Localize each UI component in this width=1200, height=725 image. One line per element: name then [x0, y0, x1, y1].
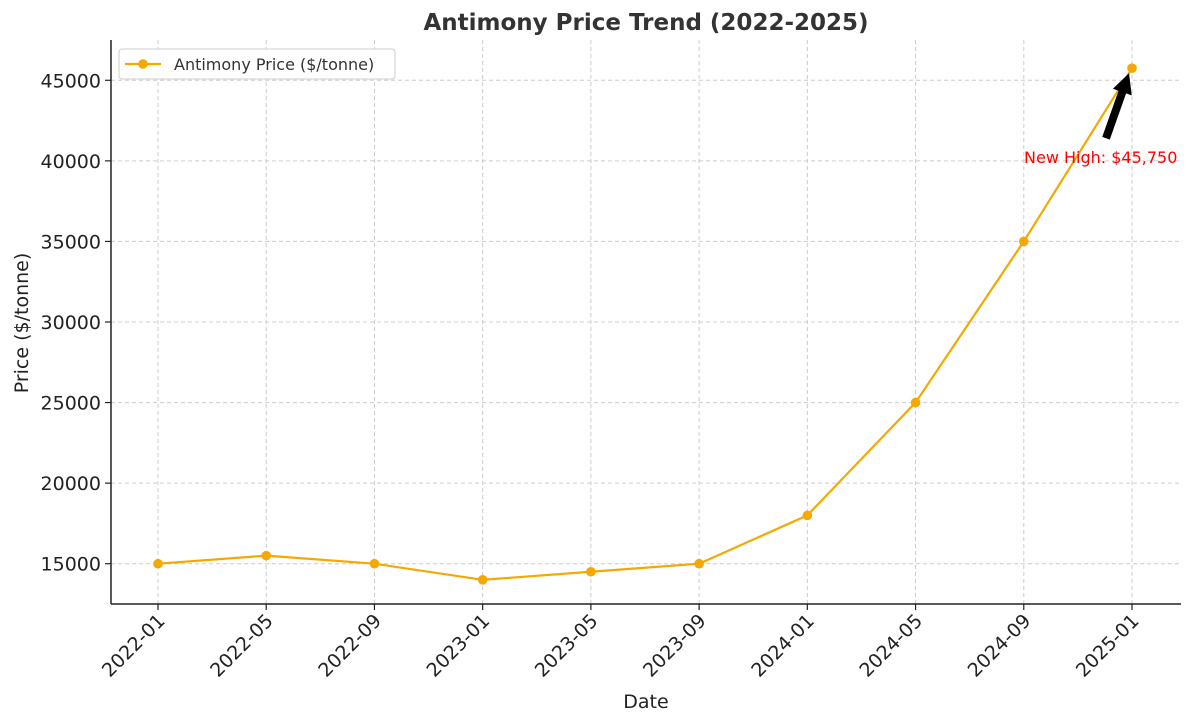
x-tick-label: 2023-05 — [531, 610, 603, 682]
x-tick-label: 2023-01 — [423, 610, 495, 682]
x-tick-label: 2023-09 — [639, 610, 711, 682]
data-point — [910, 397, 921, 408]
annotation-text: New High: $45,750 — [1024, 148, 1177, 167]
legend-marker-swatch — [138, 59, 148, 69]
data-point — [802, 510, 813, 521]
x-tick-label: 2022-09 — [314, 610, 386, 682]
x-tick-label: 2024-01 — [747, 610, 819, 682]
grid — [111, 40, 1181, 604]
data-point — [1127, 63, 1137, 73]
x-tick-label: 2022-01 — [98, 610, 170, 682]
legend-box — [118, 48, 396, 80]
chart-title: Antimony Price Trend (2022-2025) — [423, 10, 868, 36]
y-tick-label: 35000 — [41, 231, 101, 253]
data-point — [1018, 236, 1029, 247]
y-tick-label: 30000 — [41, 312, 101, 334]
x-tick-label: 2022-05 — [206, 610, 278, 682]
axes: 15000 20000 25000 30000 35000 40000 45000 2022-… — [41, 40, 1181, 682]
y-tick-label: 40000 — [41, 151, 101, 173]
x-tick-label: 2024-05 — [855, 610, 927, 682]
annotation-arrow — [1102, 73, 1132, 140]
series-layer — [153, 63, 1137, 585]
y-tick-label: 25000 — [41, 393, 101, 415]
data-point — [694, 558, 704, 569]
y-tick-label: 20000 — [41, 473, 101, 495]
x-tick-label: 2024-09 — [964, 610, 1036, 682]
annotation-layer: New High: $45,750 — [1024, 73, 1177, 167]
y-tick-label: 15000 — [41, 554, 101, 576]
legend-entry-label: Antimony Price ($/tonne) — [174, 55, 374, 74]
series-line — [157, 67, 1133, 581]
data-point — [586, 566, 596, 577]
x-axis-label: Date — [623, 691, 668, 713]
data-point — [261, 550, 272, 561]
data-point — [369, 558, 380, 569]
data-point — [153, 558, 163, 569]
y-axis-label: Price ($/tonne) — [11, 253, 33, 394]
x-tick-label: 2025-01 — [1072, 610, 1144, 682]
legend: Antimony Price ($/tonne) — [118, 48, 396, 80]
y-tick-label: 45000 — [41, 70, 101, 92]
data-point — [477, 575, 488, 585]
